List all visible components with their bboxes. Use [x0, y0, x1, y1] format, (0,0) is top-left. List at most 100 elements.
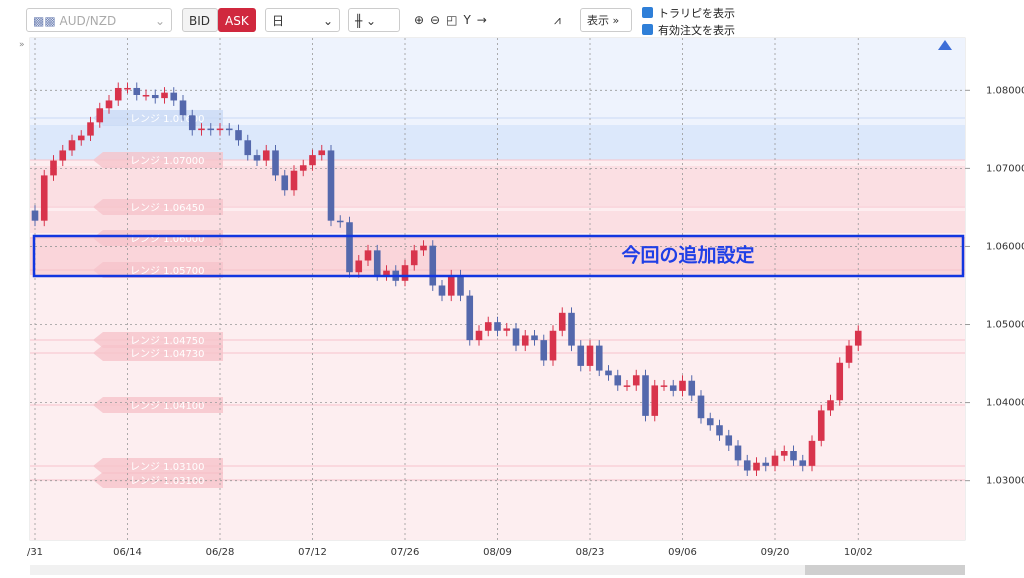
candle-body [503, 328, 511, 331]
candle-body [753, 462, 760, 471]
candle-body [438, 285, 446, 296]
range-label: レンジ 1.06000 [130, 234, 205, 245]
candle-body [632, 375, 640, 386]
candle-body [77, 135, 85, 141]
candle-body [420, 245, 427, 251]
ask-button[interactable]: ASK [218, 8, 256, 32]
candle-body [346, 222, 353, 273]
candle-body [614, 375, 622, 386]
scroll-top-icon[interactable] [938, 40, 952, 50]
range-label: レンジ 1.05700 [130, 266, 205, 277]
candle-body [512, 328, 520, 346]
candle-body [484, 322, 492, 331]
range-label: レンジ 1.03100 [130, 476, 205, 487]
candle-body [290, 170, 298, 191]
candle-body [447, 275, 455, 296]
candle-body [198, 128, 205, 131]
display-select[interactable]: 表示 » [580, 8, 632, 32]
candle-body [466, 295, 474, 341]
ask-label: ASK [225, 14, 249, 28]
candle-body [309, 155, 316, 166]
candle-body [410, 250, 418, 266]
checkbox[interactable]: 有効注文を表示 [642, 22, 735, 38]
period: 日 [272, 14, 285, 28]
candle-body [327, 150, 335, 221]
candle-body [521, 335, 529, 346]
toolbar: ▩▩ AUD/NZD ⌄ BID ASK 日 ⌄ ╫ ⌄ ⊕⊖◰Y→ ⩘ 表示 » … [0, 0, 1024, 38]
candle-body [734, 445, 742, 461]
candle-body [373, 250, 381, 276]
x-tick-label: 10/02 [844, 547, 873, 558]
y-tick-label: 1.05000 [986, 320, 1024, 331]
range-label: レンジ 1.06450 [130, 203, 205, 214]
y-tick-label: 1.08000 [986, 85, 1024, 96]
candle-body [845, 345, 853, 363]
checkbox[interactable]: トラリピを表示 [642, 5, 735, 21]
candle-body [383, 270, 390, 276]
chart-type-select[interactable]: ╫ ⌄ [348, 8, 400, 32]
candle-body [780, 450, 788, 456]
bid-button[interactable]: BID [182, 8, 218, 32]
candle-body [207, 128, 215, 131]
candle-body [808, 440, 816, 466]
candle-body [595, 345, 603, 371]
range-label: レンジ 1.04100 [130, 401, 205, 412]
candle-body [743, 460, 751, 471]
symbol-select[interactable]: ▩▩ AUD/NZD ⌄ [26, 8, 172, 32]
bid-label: BID [189, 14, 211, 28]
x-tick-label: 07/12 [298, 547, 327, 558]
candle-body [642, 375, 649, 416]
symbol: AUD/NZD [59, 14, 117, 28]
y-tick-label: 1.03000 [986, 476, 1024, 487]
x-tick-label: 08/09 [483, 547, 512, 558]
candle-body [494, 322, 501, 331]
zoom-tools[interactable]: ⊕⊖◰Y→ [408, 8, 540, 32]
candle-body [68, 140, 76, 151]
candle-body [281, 175, 289, 191]
candle-body [216, 128, 224, 131]
candle-body [688, 380, 696, 396]
candle-body [623, 385, 631, 387]
scrollbar[interactable] [30, 565, 965, 575]
x-tick-label: 07/26 [391, 547, 420, 558]
candle-body [540, 340, 548, 361]
y-tick-label: 1.07000 [986, 163, 1024, 174]
candle-body [558, 312, 566, 331]
candle-body [235, 130, 242, 141]
display: 表示 [587, 14, 609, 27]
candle-body [355, 260, 363, 273]
candle-body [124, 87, 131, 90]
candle-body [272, 150, 279, 176]
y-tick-label: 1.06000 [986, 241, 1024, 252]
candle-body [105, 100, 113, 109]
candle-body [225, 128, 233, 131]
candle-body [475, 330, 483, 341]
indicator-button[interactable]: ⩘ [548, 8, 572, 32]
period-select[interactable]: 日 ⌄ [265, 8, 340, 32]
candle-body [244, 140, 252, 156]
candle-body [577, 345, 585, 366]
candle-body [96, 108, 104, 123]
collapse-icon[interactable]: » [19, 40, 25, 50]
candle-body [725, 435, 733, 446]
candle-body [50, 160, 57, 176]
candle-body [549, 330, 557, 361]
annotation-box [32, 234, 965, 278]
candle-body [669, 385, 677, 391]
candle-body [790, 450, 797, 461]
checkbox-label: 有効注文を表示 [658, 24, 735, 37]
range-label: レンジ 1.07600 [130, 114, 205, 125]
candle-body [40, 175, 48, 221]
candle-body [262, 150, 270, 161]
candle-body [114, 87, 122, 101]
x-tick-label: 06/28 [206, 547, 235, 558]
x-tick-label: /31 [27, 547, 43, 558]
scroll-thumb[interactable] [805, 565, 965, 575]
candle-body [401, 265, 409, 281]
candle-body [253, 155, 261, 161]
candle-body [299, 165, 307, 171]
candle-body [161, 92, 168, 99]
zone-band [30, 211, 965, 233]
annotation: 今回の追加設定 [621, 244, 754, 267]
